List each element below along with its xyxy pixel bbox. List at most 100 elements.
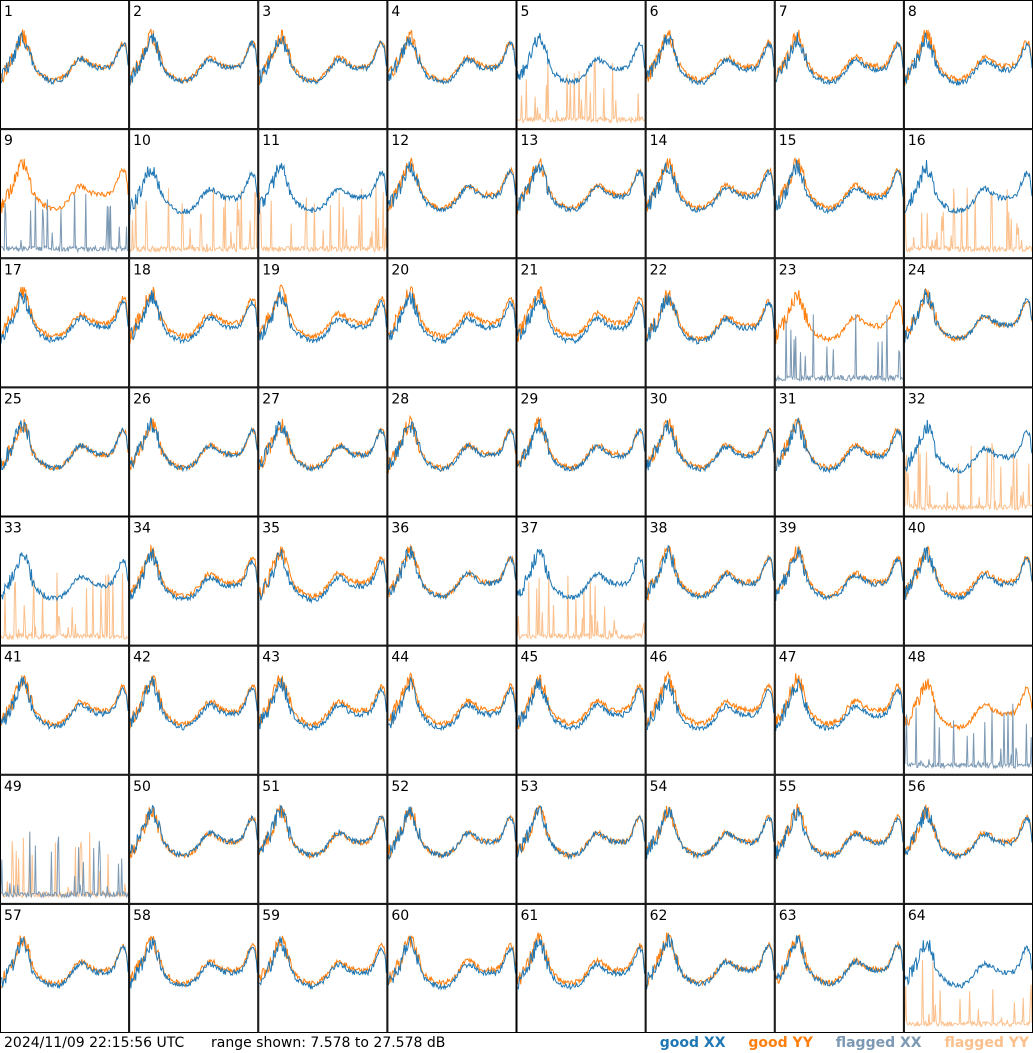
panel-border <box>774 903 904 1033</box>
series-xx-line <box>0 551 129 602</box>
series-xx-line <box>775 547 904 601</box>
series-yy-line <box>258 29 387 86</box>
series-xx-line <box>904 159 1033 215</box>
series-xx-line <box>517 805 646 861</box>
panel-label: 8 <box>908 4 917 20</box>
panel-border <box>516 774 646 904</box>
panel-border <box>0 0 130 130</box>
range-label: range shown: 7.578 to 27.578 dB <box>211 1035 446 1051</box>
antenna-panel: 46 <box>645 645 775 775</box>
antenna-panel: 33 <box>0 516 130 646</box>
antenna-panel: 30 <box>645 387 775 517</box>
antenna-panel: 40 <box>903 516 1033 646</box>
panel-label: 18 <box>133 262 151 278</box>
series-yy-line <box>517 60 645 125</box>
panel-label: 39 <box>779 521 797 537</box>
antenna-panel: 6 <box>645 0 775 130</box>
series-xx-line <box>775 416 904 474</box>
panel-border <box>0 774 130 904</box>
series-xx-line <box>904 940 1033 989</box>
series-xx-line <box>129 675 258 731</box>
series-xx-line <box>258 677 387 732</box>
series-xx-line <box>387 36 516 85</box>
panel-label: 24 <box>908 262 926 278</box>
series-xx-line <box>517 32 646 86</box>
series-xx-line <box>904 806 1033 861</box>
panel-border <box>645 516 775 646</box>
panel-label: 59 <box>262 908 280 924</box>
antenna-panel: 45 <box>516 645 646 775</box>
panel-label: 50 <box>133 779 151 795</box>
panel-border <box>387 129 517 259</box>
panel-border <box>516 903 646 1033</box>
panel-label: 43 <box>262 650 280 666</box>
antenna-panel: 9 <box>0 129 130 259</box>
panel-border <box>774 516 904 646</box>
series-yy-line <box>646 29 775 84</box>
panel-label: 29 <box>521 391 539 407</box>
panel-border <box>129 645 259 775</box>
series-yy-line <box>258 418 387 472</box>
antenna-panel: 57 <box>0 903 130 1033</box>
antenna-panel: 17 <box>0 258 130 388</box>
panel-border <box>387 0 517 130</box>
panel-border <box>516 0 646 130</box>
panel-border <box>516 645 646 775</box>
panel-label: 64 <box>908 908 926 924</box>
series-xx-line <box>775 935 904 987</box>
antenna-panel: 50 <box>129 774 259 904</box>
panel-label: 62 <box>650 908 668 924</box>
series-xx-line <box>775 678 904 732</box>
series-yy-line <box>904 186 1033 254</box>
series-yy-line <box>904 959 1033 1028</box>
antenna-panel: 22 <box>645 258 775 388</box>
antenna-panel: 53 <box>516 774 646 904</box>
antenna-panel: 18 <box>129 258 259 388</box>
panel-border <box>258 129 388 259</box>
panel-border <box>0 516 130 646</box>
series-xx-line <box>0 676 129 731</box>
series-yy-line <box>775 290 904 344</box>
antenna-panel: 63 <box>774 903 904 1033</box>
series-xx-line <box>646 544 775 600</box>
series-yy-line <box>517 416 646 472</box>
series-yy-line <box>129 935 258 988</box>
legend-flagged-xx: flagged XX <box>835 1035 922 1051</box>
panel-border <box>645 0 775 130</box>
antenna-panel: 13 <box>516 129 646 259</box>
series-xx-line <box>387 161 516 213</box>
series-xx-line <box>0 292 129 344</box>
panel-border <box>774 387 904 517</box>
panel-label: 47 <box>779 650 797 666</box>
panel-label: 63 <box>779 908 797 924</box>
series-yy-line <box>775 418 904 471</box>
series-yy-line <box>129 807 258 859</box>
series-xx-line <box>775 314 904 383</box>
antenna-panel: 2 <box>129 0 259 130</box>
antenna-panel: 3 <box>258 0 388 130</box>
series-xx-line <box>904 32 1033 87</box>
series-yy-line <box>387 157 516 212</box>
legend: good XX good YY flagged XX flagged YY <box>642 1033 1029 1053</box>
series-yy-line <box>775 544 904 599</box>
series-yy-line <box>387 286 516 341</box>
antenna-panel: 11 <box>258 129 388 259</box>
antenna-panel: 42 <box>129 645 259 775</box>
panel-label: 27 <box>262 391 280 407</box>
panel-label: 16 <box>908 133 926 149</box>
antenna-panel: 1 <box>0 0 130 130</box>
panel-border <box>0 129 130 259</box>
panel-label: 60 <box>391 908 409 924</box>
series-yy-line <box>258 935 387 987</box>
antenna-panel: 14 <box>645 129 775 259</box>
panel-label: 45 <box>521 650 539 666</box>
panel-border <box>645 774 775 904</box>
antenna-panel: 25 <box>0 387 130 517</box>
panel-label: 31 <box>779 391 797 407</box>
series-yy-line <box>517 574 646 642</box>
panel-border <box>387 387 517 517</box>
series-xx-line <box>904 419 1033 474</box>
series-xx-line <box>129 804 258 858</box>
antenna-panel: 5 <box>516 0 646 130</box>
